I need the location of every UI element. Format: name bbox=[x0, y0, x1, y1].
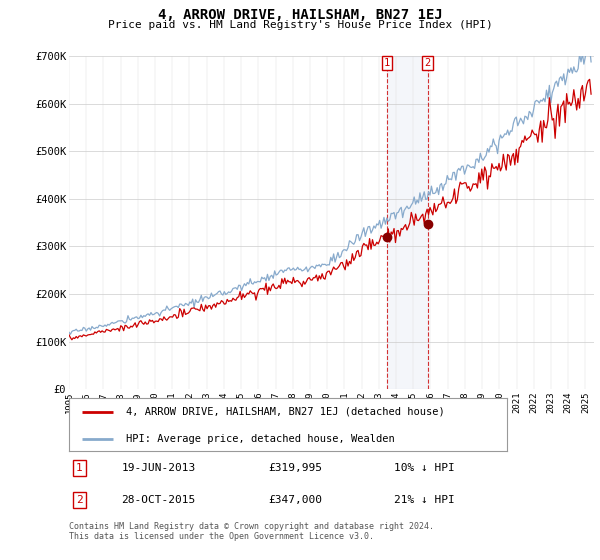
Text: 19-JUN-2013: 19-JUN-2013 bbox=[121, 463, 196, 473]
Text: £347,000: £347,000 bbox=[269, 495, 323, 505]
Text: £319,995: £319,995 bbox=[269, 463, 323, 473]
Text: 4, ARROW DRIVE, HAILSHAM, BN27 1EJ: 4, ARROW DRIVE, HAILSHAM, BN27 1EJ bbox=[158, 8, 442, 22]
Bar bbox=[387, 56, 428, 389]
Text: 1: 1 bbox=[384, 58, 390, 68]
Text: Contains HM Land Registry data © Crown copyright and database right 2024.
This d: Contains HM Land Registry data © Crown c… bbox=[69, 522, 434, 542]
Text: 2: 2 bbox=[76, 495, 83, 505]
Text: 10% ↓ HPI: 10% ↓ HPI bbox=[395, 463, 455, 473]
Text: 2: 2 bbox=[424, 58, 431, 68]
Text: 21% ↓ HPI: 21% ↓ HPI bbox=[395, 495, 455, 505]
Text: 28-OCT-2015: 28-OCT-2015 bbox=[121, 495, 196, 505]
Text: HPI: Average price, detached house, Wealden: HPI: Average price, detached house, Weal… bbox=[126, 433, 395, 444]
Text: 4, ARROW DRIVE, HAILSHAM, BN27 1EJ (detached house): 4, ARROW DRIVE, HAILSHAM, BN27 1EJ (deta… bbox=[126, 407, 445, 417]
Text: Price paid vs. HM Land Registry's House Price Index (HPI): Price paid vs. HM Land Registry's House … bbox=[107, 20, 493, 30]
Text: 1: 1 bbox=[76, 463, 83, 473]
